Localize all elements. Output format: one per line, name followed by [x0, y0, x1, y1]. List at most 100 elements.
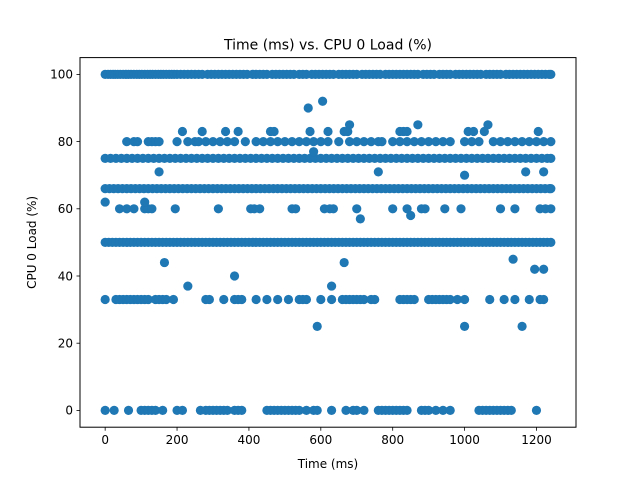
data-point: [273, 294, 283, 305]
data-point: [503, 137, 513, 147]
data-point: [213, 204, 223, 214]
data-point: [359, 294, 369, 305]
data-point: [208, 137, 218, 147]
data-point: [222, 405, 232, 415]
data-point: [459, 137, 470, 147]
data-point: [339, 257, 349, 268]
data-point: [355, 214, 365, 224]
x-axis-ticks: 0 200 400 600 800 1000 1200: [101, 427, 552, 447]
data-point: [488, 137, 498, 147]
data-point: [326, 294, 337, 305]
data-point: [222, 137, 232, 147]
data-point: [438, 405, 448, 415]
data-point: [402, 405, 412, 415]
data-point: [220, 126, 231, 137]
y-tick-label: 40: [58, 269, 73, 283]
data-point: [309, 147, 319, 157]
data-point: [273, 137, 283, 147]
data-point: [100, 405, 110, 415]
data-point: [506, 405, 516, 415]
data-point: [240, 137, 250, 147]
x-tick-label: 1200: [521, 433, 552, 447]
data-point: [312, 405, 322, 415]
data-point: [334, 137, 344, 147]
data-point: [291, 204, 301, 214]
data-point: [143, 294, 153, 305]
data-point: [269, 126, 279, 137]
data-point: [170, 204, 180, 214]
x-tick-label: 800: [381, 433, 404, 447]
x-tick-label: 0: [101, 433, 109, 447]
data-point: [517, 321, 527, 331]
data-point: [445, 137, 455, 147]
data-point: [468, 126, 479, 137]
data-point: [318, 96, 328, 106]
data-point: [510, 204, 520, 214]
data-point: [312, 321, 322, 331]
data-point: [219, 294, 229, 305]
data-point: [495, 137, 506, 147]
data-point: [154, 167, 164, 177]
data-point: [406, 210, 416, 221]
data-point: [402, 126, 412, 137]
y-tick-label: 100: [50, 68, 73, 82]
data-point: [388, 137, 398, 147]
y-tick-label: 0: [65, 404, 73, 418]
data-point: [204, 294, 214, 305]
y-axis-label: CPU 0 Load (%): [25, 196, 39, 289]
data-point: [388, 204, 398, 214]
data-point: [530, 264, 540, 274]
plot-frame: [79, 57, 577, 428]
data-point: [402, 137, 412, 147]
data-point: [123, 405, 134, 415]
data-point: [395, 137, 405, 147]
data-point: [546, 204, 556, 214]
data-point: [323, 137, 333, 147]
data-point: [283, 294, 294, 305]
data-point: [424, 137, 434, 147]
data-point: [531, 137, 542, 147]
data-point: [301, 294, 312, 305]
data-point: [328, 204, 338, 214]
data-point: [539, 294, 549, 305]
data-point: [359, 405, 369, 415]
data-point: [197, 126, 207, 137]
data-point: [251, 294, 261, 305]
data-point: [326, 405, 337, 415]
data-point: [150, 405, 161, 415]
data-point: [122, 137, 132, 147]
data-point: [438, 137, 448, 147]
data-point: [262, 294, 272, 305]
data-point: [409, 294, 419, 305]
data-point: [467, 137, 477, 147]
data-point: [251, 137, 261, 147]
x-tick-label: 400: [237, 433, 260, 447]
data-point: [154, 137, 164, 147]
data-point: [177, 405, 188, 415]
data-point: [265, 137, 276, 147]
data-point: [517, 137, 527, 147]
data-point: [303, 103, 313, 113]
data-point: [546, 153, 556, 163]
data-point: [344, 137, 355, 147]
data-point: [326, 281, 337, 291]
data-point: [533, 126, 543, 137]
data-point: [172, 137, 182, 147]
data-point: [539, 264, 549, 274]
data-point: [424, 405, 434, 415]
data-point: [294, 137, 304, 147]
data-point: [352, 137, 362, 147]
data-point: [416, 137, 427, 147]
data-point: [309, 137, 319, 147]
points-layer: [100, 69, 556, 415]
data-point: [140, 197, 150, 207]
data-point: [546, 184, 556, 194]
data-point: [183, 137, 193, 147]
data-point: [258, 137, 268, 147]
data-point: [168, 294, 179, 305]
data-point: [546, 69, 556, 79]
data-point: [474, 137, 484, 147]
x-tick-label: 600: [309, 433, 332, 447]
data-point: [341, 405, 351, 415]
data-point: [539, 167, 549, 177]
